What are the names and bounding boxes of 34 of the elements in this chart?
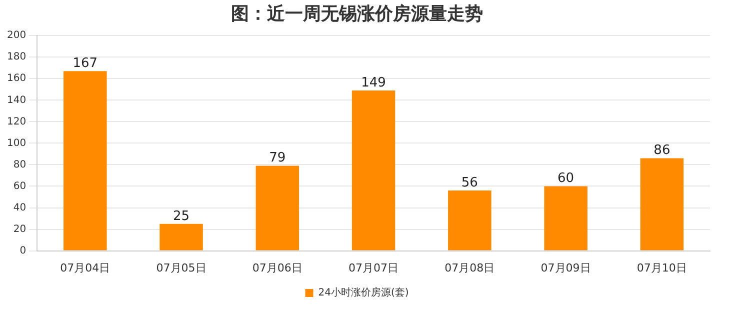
y-tick-label: 40 xyxy=(13,202,26,214)
y-tick-label: 120 xyxy=(6,116,26,128)
x-tick-label: 07月07日 xyxy=(348,261,399,274)
data-label: 60 xyxy=(558,171,574,186)
data-label: 25 xyxy=(173,208,190,224)
x-tick-label: 07月04日 xyxy=(60,261,110,274)
data-label: 79 xyxy=(269,150,286,166)
bar xyxy=(640,158,684,250)
legend-label: 24小时涨价房源(套) xyxy=(318,286,409,299)
y-tick-label: 100 xyxy=(6,138,26,149)
y-tick-label: 200 xyxy=(6,30,26,42)
x-tick-label: 07月06日 xyxy=(252,261,302,274)
x-tick-label: 07月08日 xyxy=(444,261,495,274)
data-label: 149 xyxy=(361,75,386,90)
y-tick-label: 0 xyxy=(20,245,26,256)
data-label: 167 xyxy=(72,56,98,71)
x-tick-label: 07月05日 xyxy=(156,261,206,274)
bar xyxy=(544,186,588,250)
bar xyxy=(160,224,203,250)
y-tick-label: 80 xyxy=(13,159,26,170)
y-tick-label: 20 xyxy=(13,224,26,235)
y-tick-label: 140 xyxy=(6,94,26,106)
y-tick-label: 160 xyxy=(6,73,26,84)
x-tick-label: 07月10日 xyxy=(636,261,687,274)
bar xyxy=(256,166,300,250)
bar xyxy=(448,190,492,250)
bar xyxy=(64,71,107,250)
x-tick-label: 07月09日 xyxy=(540,261,591,274)
y-tick-label: 180 xyxy=(6,52,26,63)
y-tick-label: 60 xyxy=(13,180,26,192)
data-label: 86 xyxy=(654,143,670,158)
chart-title: 图：近一周无锡涨价房源量走势 xyxy=(231,3,483,24)
data-label: 56 xyxy=(461,175,478,190)
bar xyxy=(352,90,396,250)
